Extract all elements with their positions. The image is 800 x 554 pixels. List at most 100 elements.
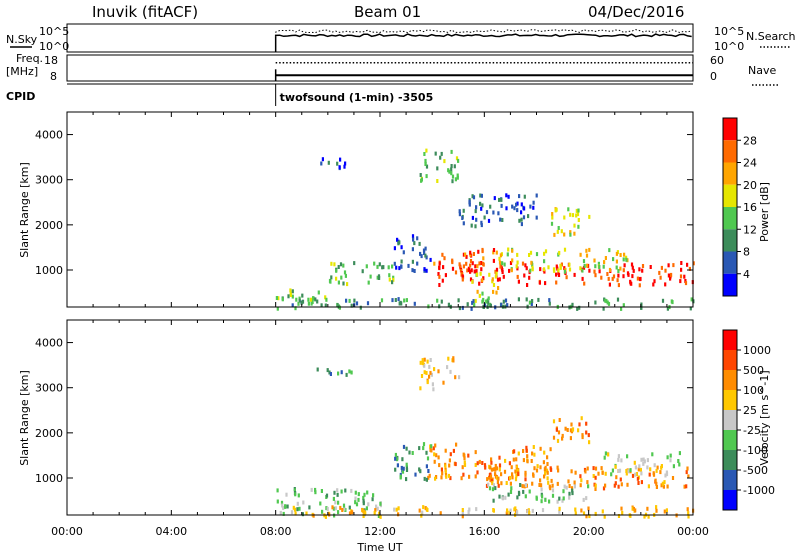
velocity-cell bbox=[489, 477, 492, 482]
velocity-cell bbox=[351, 510, 354, 515]
velocity-cell bbox=[504, 495, 507, 500]
velocity-cell bbox=[296, 501, 299, 506]
velocity-cell bbox=[615, 475, 618, 480]
power-cell bbox=[511, 258, 514, 263]
velocity-cell bbox=[517, 451, 520, 456]
velocity-cell bbox=[426, 456, 430, 461]
power-cell bbox=[307, 297, 310, 302]
velocity-cell bbox=[672, 464, 675, 469]
velocity-cell bbox=[423, 357, 426, 362]
velocity-cell bbox=[587, 506, 590, 511]
velocity-cell bbox=[507, 492, 510, 497]
velocity-cell bbox=[570, 422, 573, 427]
velocity-cell bbox=[366, 490, 369, 495]
power-cell bbox=[453, 164, 456, 169]
velocity-cell bbox=[532, 472, 535, 477]
velocity-cell bbox=[527, 508, 530, 513]
velocity-cell bbox=[483, 463, 487, 468]
velocity-cell bbox=[497, 476, 500, 481]
power-cell bbox=[684, 281, 688, 286]
power-cell bbox=[517, 279, 520, 284]
velocity-cell bbox=[533, 466, 536, 471]
power-cell bbox=[419, 173, 422, 177]
velocity-cell bbox=[582, 511, 586, 516]
power-cell bbox=[690, 297, 693, 302]
velocity-cell bbox=[362, 495, 365, 500]
power-cell bbox=[499, 217, 502, 222]
velocity-cell bbox=[489, 465, 492, 470]
velocity-cell bbox=[651, 452, 654, 457]
power-region-9 bbox=[458, 193, 538, 229]
power-cell bbox=[458, 306, 461, 311]
velocity-cell bbox=[543, 474, 546, 479]
velocity-cell bbox=[478, 459, 481, 464]
power-cell bbox=[476, 264, 479, 269]
velocity-cell bbox=[433, 459, 436, 464]
cpid-text: twofsound (1-min) -3505 bbox=[280, 91, 434, 104]
power-cell bbox=[649, 265, 652, 269]
power-cell bbox=[683, 274, 686, 279]
velocity-cell bbox=[592, 466, 595, 471]
power-cell bbox=[314, 297, 317, 302]
velocity-cell bbox=[556, 481, 559, 486]
velocity-cell bbox=[551, 483, 554, 488]
power-cell bbox=[442, 265, 445, 270]
velocity-cell bbox=[620, 458, 623, 463]
velocity-cell bbox=[314, 487, 317, 492]
velocity-cell bbox=[462, 472, 465, 477]
velocity-cell bbox=[461, 514, 464, 519]
power-cell bbox=[324, 303, 327, 308]
power-cell bbox=[608, 267, 612, 272]
velocity-cell bbox=[514, 469, 517, 474]
power-cell bbox=[481, 203, 484, 208]
velocity-cell bbox=[613, 483, 616, 488]
power-cell bbox=[454, 177, 457, 182]
date-label: 04/Dec/2016 bbox=[588, 3, 684, 21]
velocity-cell bbox=[518, 492, 521, 497]
velocity-cell bbox=[662, 484, 665, 489]
velocity-cell bbox=[550, 478, 553, 483]
power-cell bbox=[557, 270, 560, 275]
power-cell bbox=[342, 263, 345, 268]
velocity-colorbar-frame bbox=[722, 329, 738, 511]
velocity-cell bbox=[422, 446, 425, 451]
velocity-cell bbox=[449, 476, 452, 481]
velocity-cell bbox=[535, 496, 538, 501]
velocity-region-3 bbox=[603, 451, 681, 478]
power-cell bbox=[309, 297, 313, 302]
power-cell bbox=[464, 252, 467, 257]
velocity-cell bbox=[476, 461, 479, 466]
velocity-cell bbox=[587, 433, 590, 438]
freq-tick-top: 18 bbox=[44, 54, 58, 67]
velocity-cell bbox=[498, 455, 501, 460]
power-cell bbox=[507, 194, 510, 199]
power-cell bbox=[488, 272, 491, 277]
velocity-cell bbox=[428, 374, 431, 379]
power-cell bbox=[479, 201, 482, 206]
velocity-cell bbox=[400, 465, 403, 470]
velocity-cell bbox=[540, 499, 543, 504]
power-cell bbox=[480, 223, 483, 228]
power-cell bbox=[480, 206, 483, 211]
power-cell bbox=[398, 301, 401, 306]
power-cell bbox=[532, 200, 535, 205]
power-cell bbox=[448, 169, 451, 174]
velocity-cell bbox=[431, 382, 434, 387]
velocity-cell bbox=[484, 465, 487, 470]
velocity-cell bbox=[533, 452, 536, 457]
velocity-cell bbox=[447, 356, 450, 361]
velocity-cell bbox=[293, 507, 297, 512]
power-cell bbox=[571, 302, 574, 307]
velocity-cell bbox=[539, 465, 542, 470]
power-cell bbox=[300, 300, 303, 305]
velocity-cell bbox=[448, 463, 451, 468]
velocity-cell bbox=[454, 462, 457, 467]
velocity-cell bbox=[491, 481, 494, 486]
velocity-cell bbox=[276, 499, 279, 504]
velocity-cell bbox=[625, 469, 628, 473]
power-cell bbox=[469, 259, 473, 263]
power-cell bbox=[636, 276, 639, 281]
velocity-cell bbox=[570, 486, 574, 491]
velocity-cell bbox=[294, 492, 297, 497]
power-cell bbox=[492, 210, 495, 215]
